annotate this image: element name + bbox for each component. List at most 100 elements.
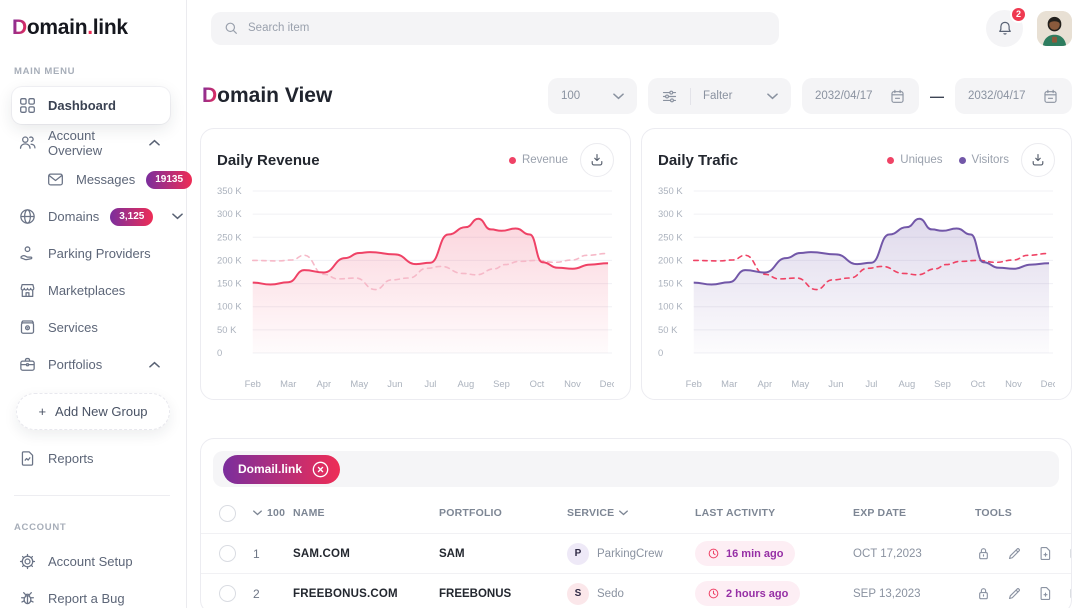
column-header-last-activity[interactable]: LAST ACTIVITY: [695, 507, 776, 519]
svg-text:Aug: Aug: [899, 379, 916, 390]
revenue-chart-canvas: 350 K 300 K 250 K 200 K 150 K 100 K 50 K 0 Feb Ma…: [217, 186, 614, 390]
legend-dot: [958, 156, 966, 164]
chart-title: Daily Trafic: [658, 151, 739, 169]
lock-icon[interactable]: [975, 585, 992, 602]
page-title-accent: D: [202, 84, 218, 107]
svg-text:150 K: 150 K: [217, 279, 242, 290]
date-to-picker[interactable]: 2032/04/17: [955, 78, 1072, 114]
row-number: 2: [253, 586, 260, 601]
lock-icon[interactable]: [975, 545, 992, 562]
sidebar-item-dashboard[interactable]: Dashboard: [12, 87, 170, 124]
download-chart-button[interactable]: [1021, 143, 1055, 177]
user-avatar[interactable]: [1037, 10, 1072, 46]
svg-text:Oct: Oct: [971, 379, 986, 390]
topbar-right: 2: [986, 5, 1072, 47]
sidebar-item-account-setup[interactable]: Account Setup: [12, 543, 170, 580]
sidebar-item-account-overview[interactable]: Account Overview: [12, 124, 170, 161]
sidebar-item-label: Marketplaces: [48, 283, 126, 298]
svg-text:0: 0: [658, 348, 663, 359]
row-checkbox[interactable]: [219, 585, 236, 602]
legend-item-uniques[interactable]: Uniques: [887, 154, 943, 166]
note-add-icon[interactable]: [1068, 585, 1071, 602]
sidebar-item-label: Portfolios: [48, 357, 103, 372]
chevron-down-icon: [172, 213, 184, 220]
sidebar-item-services[interactable]: Services: [12, 309, 170, 346]
portfolio-name: SAM: [439, 547, 465, 560]
column-header-exp-date[interactable]: EXP DATE: [853, 507, 907, 519]
svg-text:250 K: 250 K: [217, 232, 242, 243]
last-activity-cell: 16 min ago: [695, 541, 853, 566]
sidebar-item-reports[interactable]: Reports: [12, 440, 170, 477]
last-activity-pill[interactable]: 2 hours ago: [695, 581, 801, 606]
gear-icon: [18, 552, 37, 571]
table-header-row: 100 NAME PORTFOLIO SERVICE LAST ACTIVITY…: [201, 493, 1071, 533]
svg-text:Oct: Oct: [530, 379, 545, 390]
sidebar-item-marketplaces[interactable]: Marketplaces: [12, 272, 170, 309]
notifications-button[interactable]: 2: [986, 5, 1027, 47]
row-checkbox[interactable]: [219, 545, 236, 562]
column-header-portfolio[interactable]: PORTFOLIO: [439, 507, 503, 519]
account-section-label: ACCOUNT: [14, 522, 67, 533]
briefcase-icon: [18, 355, 37, 374]
service-avatar: S: [567, 582, 589, 605]
brand-logo[interactable]: Domain.link: [12, 16, 186, 40]
sidebar-item-domains[interactable]: Domains 3,125: [12, 198, 184, 235]
svg-text:Mar: Mar: [721, 379, 737, 390]
svg-text:100 K: 100 K: [658, 302, 683, 313]
domain-name[interactable]: SAM.COM: [293, 547, 350, 560]
rows-count-select[interactable]: 100: [253, 507, 293, 519]
svg-text:0: 0: [217, 348, 222, 359]
legend-item-revenue[interactable]: Revenue: [508, 154, 568, 166]
sidebar-item-parking-providers[interactable]: Parking Providers: [12, 235, 170, 272]
filter-chip-label: Domail.link: [238, 462, 303, 476]
sidebar-item-portfolios[interactable]: Portfolios: [12, 346, 170, 383]
search-input[interactable]: [248, 22, 767, 34]
filter-dropdown[interactable]: Falter: [648, 78, 791, 114]
note-add-icon[interactable]: [1068, 545, 1071, 562]
sidebar-item-label: Messages: [76, 172, 136, 187]
svg-text:300 K: 300 K: [217, 209, 242, 220]
remove-filter-icon[interactable]: [310, 459, 331, 480]
page-size-select[interactable]: 100: [548, 78, 637, 114]
add-new-group-button[interactable]: + Add New Group: [16, 393, 170, 430]
sidebar-item-messages[interactable]: Messages 19135: [12, 161, 193, 198]
file-add-icon[interactable]: [1037, 585, 1054, 602]
edit-pencil-icon[interactable]: [1006, 545, 1023, 562]
messages-count-badge: 19135: [146, 170, 193, 189]
edit-pencil-icon[interactable]: [1006, 585, 1023, 602]
divider: [690, 87, 691, 105]
brand-logo-mid: omain: [26, 16, 88, 39]
svg-text:Dec: Dec: [1041, 379, 1055, 390]
sidebar-item-report-bug[interactable]: Report a Bug: [12, 580, 170, 608]
table-row[interactable]: 2 FREEBONUS.COM FREEBONUS S Sedo 2 hours…: [201, 573, 1071, 608]
svg-text:150 K: 150 K: [658, 279, 683, 290]
download-icon: [1030, 152, 1046, 168]
filter-chip-domail-link[interactable]: Domail.link: [223, 454, 341, 484]
select-all-checkbox[interactable]: [219, 504, 236, 522]
column-header-name[interactable]: NAME: [293, 507, 325, 519]
date-from-picker[interactable]: 2032/04/17: [802, 78, 919, 114]
service-name: ParkingCrew: [597, 547, 663, 560]
last-activity-pill[interactable]: 16 min ago: [695, 541, 796, 566]
sidebar-item-label: Parking Providers: [48, 246, 151, 261]
plus-icon: +: [38, 404, 47, 419]
date-range-separator: —: [930, 88, 944, 104]
file-add-icon[interactable]: [1037, 545, 1054, 562]
notification-count-badge: 2: [1010, 5, 1027, 23]
legend-label: Uniques: [900, 154, 943, 166]
date-to-value: 2032/04/17: [968, 90, 1026, 102]
download-chart-button[interactable]: [580, 143, 614, 177]
domain-name[interactable]: FREEBONUS.COM: [293, 587, 398, 600]
main-area: 2 Domain View 100: [187, 0, 1088, 608]
svg-text:Mar: Mar: [280, 379, 296, 390]
rows-count-value: 100: [267, 507, 286, 519]
table-row[interactable]: 1 SAM.COM SAM P ParkingCrew 16 min ago: [201, 533, 1071, 573]
column-header-service[interactable]: SERVICE: [567, 507, 695, 519]
legend-item-visitors[interactable]: Visitors: [958, 154, 1009, 166]
sidebar-item-label: Services: [48, 320, 98, 335]
chevron-up-icon: [149, 361, 160, 368]
search-bar[interactable]: [211, 11, 779, 45]
last-activity-cell: 2 hours ago: [695, 581, 853, 606]
brand-logo-dot: .: [87, 16, 93, 39]
globe-icon: [18, 207, 37, 226]
